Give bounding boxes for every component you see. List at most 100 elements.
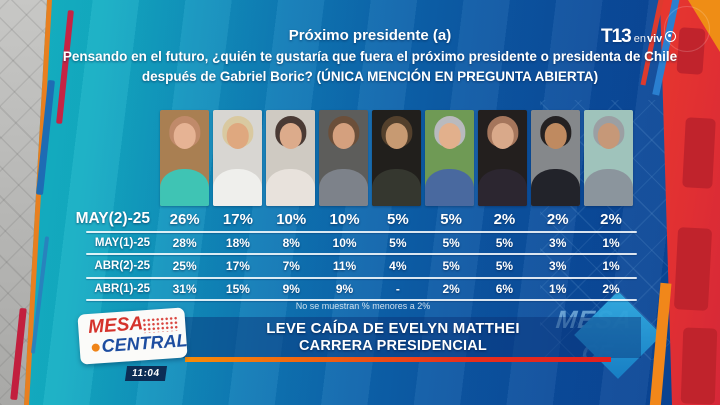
row-separator (86, 231, 637, 233)
poll-value: 5% (389, 236, 407, 250)
poll-value: 18% (225, 236, 250, 250)
red-panel-glyph (682, 117, 716, 189)
poll-value: 25% (172, 258, 197, 273)
poll-value: 9% (282, 282, 300, 296)
poll-row-ABR(1)-25: ABR(1)-25 31% 15% 9% 9% - 2% 6% 1% 2% (72, 277, 638, 301)
portrait-torso (531, 168, 580, 206)
portrait-face (438, 123, 461, 150)
poll-value: 10% (276, 210, 307, 228)
portrait-torso (213, 168, 262, 206)
show-logo-central-text: CENTRAL (100, 330, 189, 357)
poll-value: 5% (495, 236, 514, 250)
poll-value: 1% (549, 282, 567, 296)
poll-value: 6% (495, 282, 514, 296)
candidate-portrait-8 (531, 110, 580, 206)
poll-value: 4% (389, 258, 407, 273)
portrait-torso (372, 168, 421, 206)
candidate-portrait-4 (319, 110, 368, 206)
show-logo: MESA CENTRAL (77, 307, 189, 365)
clock: 11:04 (124, 366, 167, 381)
portrait-torso (425, 168, 474, 206)
poll-value: 1% (602, 236, 620, 250)
poll-row-ABR(2)-25: ABR(2)-25 25% 17% 7% 11% 4% 5% 5% 3% 1% (72, 254, 638, 277)
poll-value: 28% (172, 236, 197, 250)
candidate-portrait-3 (266, 110, 315, 206)
poll-question-line1: Pensando en el futuro, ¿quién te gustarí… (62, 49, 678, 64)
poll-value: 2% (600, 210, 622, 228)
candidate-portrait-5 (372, 110, 421, 206)
candidate-portrait-1 (160, 110, 209, 206)
poll-value: 7% (282, 258, 300, 273)
red-panel-glyph (680, 327, 718, 405)
poll-value: 2% (546, 210, 569, 228)
live-dot-icon (665, 31, 677, 42)
row-label: ABR(2)-25 (94, 259, 150, 272)
portrait-face (332, 123, 355, 150)
candidate-portrait-7 (478, 110, 527, 206)
candidate-portrait-9 (584, 110, 633, 206)
candidate-photos (160, 110, 633, 206)
poll-table: MAY(2)-25 26% 17% 10% 10% 5% 5% 2% 2% 2% MAY(1)-25… (72, 206, 638, 301)
portrait-face (385, 123, 408, 150)
row-separator (86, 277, 637, 279)
red-panel-glyph (673, 227, 713, 311)
poll-value: 10% (332, 236, 357, 250)
poll-value: 2% (442, 282, 460, 296)
poll-value: 17% (222, 210, 253, 228)
portrait-torso (478, 168, 527, 206)
poll-value: 3% (549, 258, 567, 273)
poll-value: 8% (282, 236, 300, 250)
poll-value: 3% (549, 236, 567, 250)
headline-line2: CARRERA PRESIDENCIAL (299, 338, 487, 354)
portrait-face (173, 123, 196, 150)
poll-value: 2% (493, 210, 516, 228)
poll-title: Próximo presidente (a) (288, 27, 452, 44)
poll-value: 5% (442, 258, 460, 273)
portrait-face (279, 123, 302, 150)
candidate-portrait-6 (425, 110, 474, 206)
poll-row-MAY(1)-25: MAY(1)-25 28% 18% 8% 10% 5% 5% 5% 3% 1% (72, 232, 638, 254)
live-label-en: en (633, 33, 646, 45)
headline-underline-bar (185, 357, 611, 362)
portrait-torso (160, 168, 209, 206)
portrait-face (226, 123, 249, 150)
portrait-torso (266, 168, 315, 206)
portrait-torso (584, 168, 633, 206)
poll-value: 9% (335, 282, 354, 296)
row-separator (86, 299, 637, 301)
poll-value: 26% (169, 210, 200, 228)
poll-value: 1% (602, 258, 620, 273)
poll-footnote: No se muestran % menores a 2% (295, 301, 431, 311)
poll-value: 5% (442, 236, 460, 250)
poll-value: 5% (495, 258, 514, 273)
right-red-panel (660, 0, 720, 405)
live-label-vivo: viv (647, 33, 663, 45)
poll-value: 31% (172, 282, 197, 296)
portrait-face (597, 123, 620, 150)
t13-logo: T13 (601, 26, 632, 47)
poll-value: 2% (602, 282, 620, 296)
poll-value: 10% (329, 210, 360, 228)
poll-row-MAY(2)-25: MAY(2)-25 26% 17% 10% 10% 5% 5% 2% 2% 2% (72, 206, 638, 232)
headline-band (183, 317, 641, 358)
row-label: ABR(1)-25 (94, 283, 150, 295)
portrait-torso (319, 168, 368, 206)
row-label: MAY(1)-25 (94, 237, 150, 249)
headline-line1: LEVE CAÍDA DE EVELYN MATTHEI (266, 320, 520, 337)
poll-value: 11% (332, 258, 357, 273)
channel-bug: T13 en viv (601, 26, 677, 48)
portrait-face (544, 123, 567, 150)
row-separator (86, 253, 637, 255)
row-label: MAY(2)-25 (75, 210, 150, 227)
candidate-portrait-2 (213, 110, 262, 206)
poll-question-line2: después de Gabriel Boric? (ÚNICA MENCIÓN… (141, 69, 599, 84)
poll-value: - (395, 282, 400, 296)
poll-value: 15% (225, 282, 250, 296)
orange-dot-icon (91, 342, 100, 352)
poll-value: 17% (225, 258, 250, 273)
poll-value: 5% (386, 210, 409, 228)
poll-value: 5% (440, 210, 462, 228)
portrait-face (491, 123, 514, 150)
decor-circle-outline (664, 6, 710, 52)
